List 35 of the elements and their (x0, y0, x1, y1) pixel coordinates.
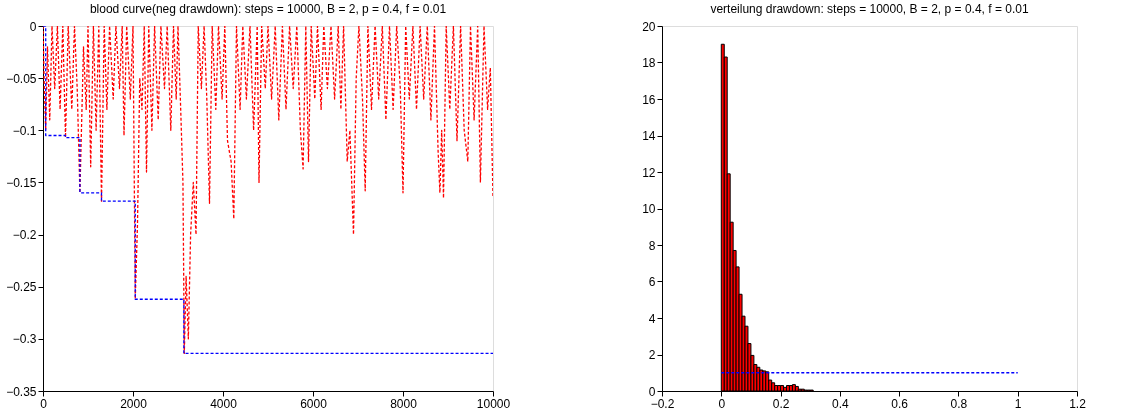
x-tick-label: 8000 (390, 396, 418, 409)
chart-title: verteilung drawdown: steps = 10000, B = 2, p = 0.4, f = 0.01 (710, 2, 1029, 16)
line-series (43, 26, 493, 355)
x-tick-label: 0 (40, 396, 48, 409)
y-tick-label: 6 (648, 275, 656, 289)
y-tick-label: 14 (642, 129, 656, 143)
x-tick-label: 0.8 (950, 396, 968, 409)
y-tick-label: −0.25 (6, 280, 37, 295)
y-tick-label: −0.35 (6, 384, 37, 399)
y-tick-label: −0.3 (12, 332, 37, 347)
y-tick-label: −0.1 (12, 123, 37, 138)
y-tick-label: 12 (642, 165, 656, 180)
y-tick-label: 0 (29, 19, 37, 34)
y-tick-label: −0.15 (6, 175, 37, 190)
x-tick-label: 0.6 (891, 396, 909, 409)
x-tick-label: 0.4 (832, 396, 850, 409)
y-tick-label: 4 (648, 311, 656, 326)
x-tick-label: 0 (718, 396, 726, 409)
y-tick-label: 8 (648, 238, 656, 253)
chart-title: blood curve(neg drawdown): steps = 10000, B = 2, p = 0.4, f = 0.01 (89, 2, 447, 16)
x-tick-label: 4000 (210, 396, 238, 409)
x-tick-label: 6000 (300, 396, 328, 409)
x-tick-label: 2000 (120, 396, 148, 409)
x-tick-label: 1.2 (1069, 396, 1087, 409)
y-tick-label: 16 (642, 92, 656, 107)
y-tick-label: −0.2 (12, 228, 37, 243)
x-tick-label: 10000 (476, 396, 511, 409)
y-tick-label: 20 (642, 19, 656, 34)
y-tick-label: −0.05 (6, 71, 37, 86)
y-tick-label: 0 (648, 384, 656, 399)
y-tick-label: 2 (648, 348, 656, 362)
y-tick-label: 18 (642, 56, 656, 70)
x-tick-label: 0.2 (772, 396, 790, 409)
x-tick-label: 1 (1014, 396, 1022, 409)
y-tick-label: 10 (642, 202, 656, 216)
